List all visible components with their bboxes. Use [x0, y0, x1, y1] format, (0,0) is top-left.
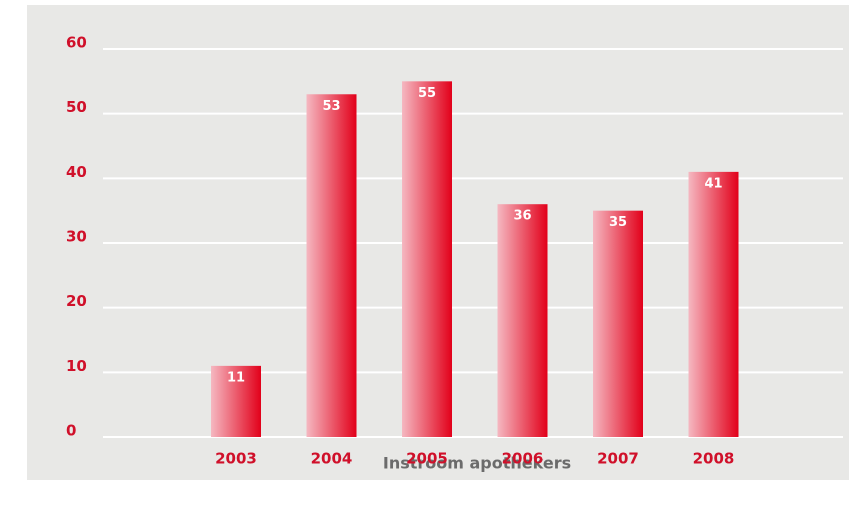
x-tick-label: 2004 [311, 450, 353, 468]
x-tick-label: 2003 [215, 450, 257, 468]
bar [688, 171, 739, 437]
bar [593, 210, 643, 437]
bar [306, 94, 357, 438]
x-tick-label: 2006 [502, 450, 544, 468]
y-tick-label: 0 [66, 422, 76, 440]
y-tick-label: 10 [66, 357, 87, 375]
value-label: 36 [513, 209, 531, 224]
x-axis-title: Instroom apothekers [383, 454, 571, 473]
bar [211, 365, 261, 437]
bar [402, 81, 452, 437]
x-tick-label: 2008 [693, 450, 735, 468]
y-tick-label: 40 [66, 163, 87, 181]
value-label: 11 [227, 370, 245, 385]
value-label: 55 [418, 86, 436, 101]
value-label: 41 [704, 176, 722, 191]
bar [497, 204, 548, 437]
y-tick-label: 30 [66, 228, 87, 246]
y-tick-label: 20 [66, 292, 87, 310]
x-tick-label: 2007 [597, 450, 639, 468]
value-label: 53 [322, 99, 340, 114]
value-label: 35 [609, 215, 627, 230]
y-tick-label: 50 [66, 98, 87, 116]
y-tick-label: 60 [66, 34, 87, 52]
x-tick-label: 2005 [406, 450, 448, 468]
